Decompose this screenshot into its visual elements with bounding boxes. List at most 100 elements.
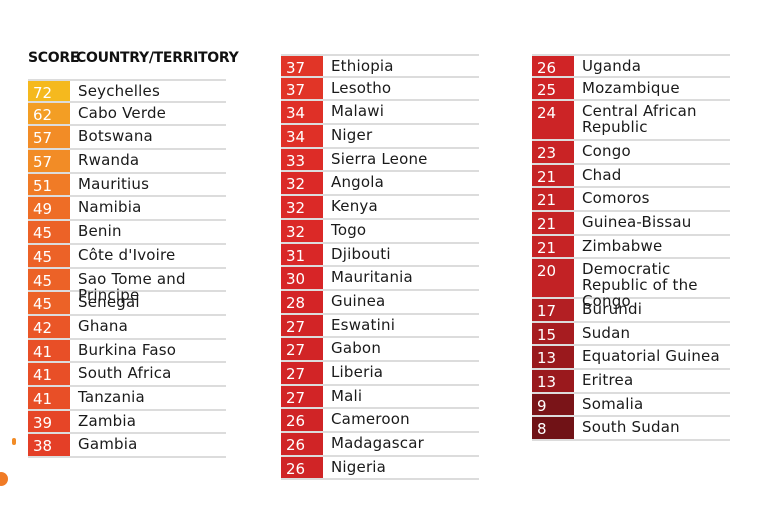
country-cell: Central African Republic <box>582 102 697 137</box>
country-cell: Chad <box>582 165 622 184</box>
country-cell: Ghana <box>78 316 129 335</box>
score-cell: 27 <box>281 338 323 360</box>
score-cell: 31 <box>281 243 323 266</box>
table-header: SCORECOUNTRY/TERRITORY <box>28 50 239 66</box>
table-row: 24 Central African Republic <box>532 101 730 141</box>
table-row: 32 Kenya <box>281 196 479 220</box>
score-column-header: SCORE <box>28 50 80 66</box>
score-cell: 28 <box>281 290 323 313</box>
country-cell: Djibouti <box>331 244 391 263</box>
score-cell: 41 <box>28 339 70 362</box>
table-row: 42 Ghana <box>28 315 226 340</box>
table-row: 26 Nigeria <box>281 456 479 481</box>
score-cell: 39 <box>28 410 70 433</box>
score-cell: 41 <box>28 363 70 385</box>
table-row: 38 Gambia <box>28 434 226 458</box>
country-cell: Seychelles <box>78 82 160 100</box>
table-row: 17 Burundi <box>532 299 730 323</box>
table-row: 27 Mali <box>281 385 479 410</box>
country-cell: Madagascar <box>331 434 424 452</box>
table-row: 15 Sudan <box>532 322 730 347</box>
country-cell: Zimbabwe <box>582 236 663 255</box>
table-row: 27 Eswatini <box>281 314 479 339</box>
table-row: 26 Uganda <box>532 54 730 78</box>
score-cell: 13 <box>532 370 574 392</box>
score-cell: 37 <box>281 77 323 100</box>
country-cell: Benin <box>78 222 122 241</box>
country-cell: South Sudan <box>582 418 680 437</box>
score-table-column-1: 72 Seychelles 62 Cabo Verde 57 Botswana 57 Rwan… <box>28 79 226 458</box>
score-cell: 34 <box>281 125 323 147</box>
country-cell: Botswana <box>78 127 153 146</box>
table-row: 39 Zambia <box>28 410 226 435</box>
table-row: 28 Guinea <box>281 290 479 315</box>
country-cell: Lesotho <box>331 78 392 97</box>
table-row: 25 Mozambique <box>532 77 730 102</box>
country-cell: Guinea-Bissau <box>582 213 692 232</box>
score-cell: 32 <box>281 196 323 218</box>
score-cell: 45 <box>28 244 70 267</box>
score-cell: 32 <box>281 219 323 242</box>
table-row: 26 Madagascar <box>281 433 479 457</box>
score-cell: 27 <box>281 385 323 408</box>
table-row: 27 Gabon <box>281 338 479 362</box>
country-column-header: COUNTRY/TERRITORY <box>76 50 239 66</box>
country-cell: Mauritius <box>78 174 150 193</box>
table-row: 13 Equatorial Guinea <box>532 346 730 371</box>
score-cell: 42 <box>28 315 70 338</box>
score-cell: 45 <box>28 292 70 314</box>
score-cell: 51 <box>28 173 70 196</box>
table-row: 21 Guinea-Bissau <box>532 212 730 236</box>
score-cell: 9 <box>532 393 574 416</box>
table-row: 45 Côte d'Ivoire <box>28 244 226 269</box>
score-cell: 41 <box>28 386 70 409</box>
table-row: 34 Niger <box>281 125 479 149</box>
score-cell: 21 <box>532 188 574 211</box>
country-cell: Eritrea <box>582 371 634 390</box>
table-row: 62 Cabo Verde <box>28 102 226 127</box>
score-cell: 72 <box>28 81 70 102</box>
table-row: 31 Djibouti <box>281 243 479 268</box>
score-cell: 32 <box>281 172 323 195</box>
score-cell: 49 <box>28 197 70 220</box>
country-cell: Senegal <box>78 293 140 312</box>
score-table-column-2: 37 Ethiopia 37 Lesotho 34 Malawi 34 Niger 33 Sier… <box>281 54 479 481</box>
country-cell: Rwanda <box>78 151 140 170</box>
country-cell: Cabo Verde <box>78 103 167 122</box>
table-row: 37 Lesotho <box>281 77 479 102</box>
table-row: 26 Cameroon <box>281 409 479 433</box>
country-cell: Zambia <box>78 411 137 430</box>
country-cell: Comoros <box>582 189 650 208</box>
country-cell: Malawi <box>331 102 385 121</box>
country-cell: Mozambique <box>582 78 680 97</box>
country-cell: Côte d'Ivoire <box>78 245 176 264</box>
country-cell: Somalia <box>582 394 644 413</box>
table-row: 72 Seychelles <box>28 79 226 103</box>
score-cell: 57 <box>28 150 70 172</box>
country-cell: Uganda <box>582 57 642 75</box>
country-cell: Togo <box>331 220 367 239</box>
table-row: 41 South Africa <box>28 363 226 387</box>
table-row: 49 Namibia <box>28 197 226 222</box>
country-cell: Mauritania <box>331 268 413 287</box>
table-row: 41 Burkina Faso <box>28 339 226 364</box>
table-row: 37 Ethiopia <box>281 54 479 78</box>
country-cell: Sierra Leone <box>331 149 428 168</box>
country-cell: Tanzania <box>78 387 145 406</box>
table-row: 20 Democratic Republic of the Congo <box>532 259 730 309</box>
table-row: 51 Mauritius <box>28 173 226 198</box>
country-cell: Cameroon <box>331 410 410 429</box>
table-row: 27 Liberia <box>281 361 479 386</box>
table-row: 45 Sao Tome and Principe <box>28 268 226 304</box>
country-cell: Burkina Faso <box>78 340 177 359</box>
country-cell: Niger <box>331 126 373 145</box>
country-cell: Sao Tome and Principe <box>78 269 186 304</box>
country-cell: Namibia <box>78 198 142 217</box>
score-cell: 37 <box>281 56 323 77</box>
score-cell: 26 <box>281 456 323 479</box>
score-cell: 13 <box>532 346 574 369</box>
score-cell: 26 <box>532 56 574 77</box>
table-row: 34 Malawi <box>281 101 479 126</box>
table-row: 32 Angola <box>281 172 479 197</box>
score-cell: 21 <box>532 164 574 187</box>
